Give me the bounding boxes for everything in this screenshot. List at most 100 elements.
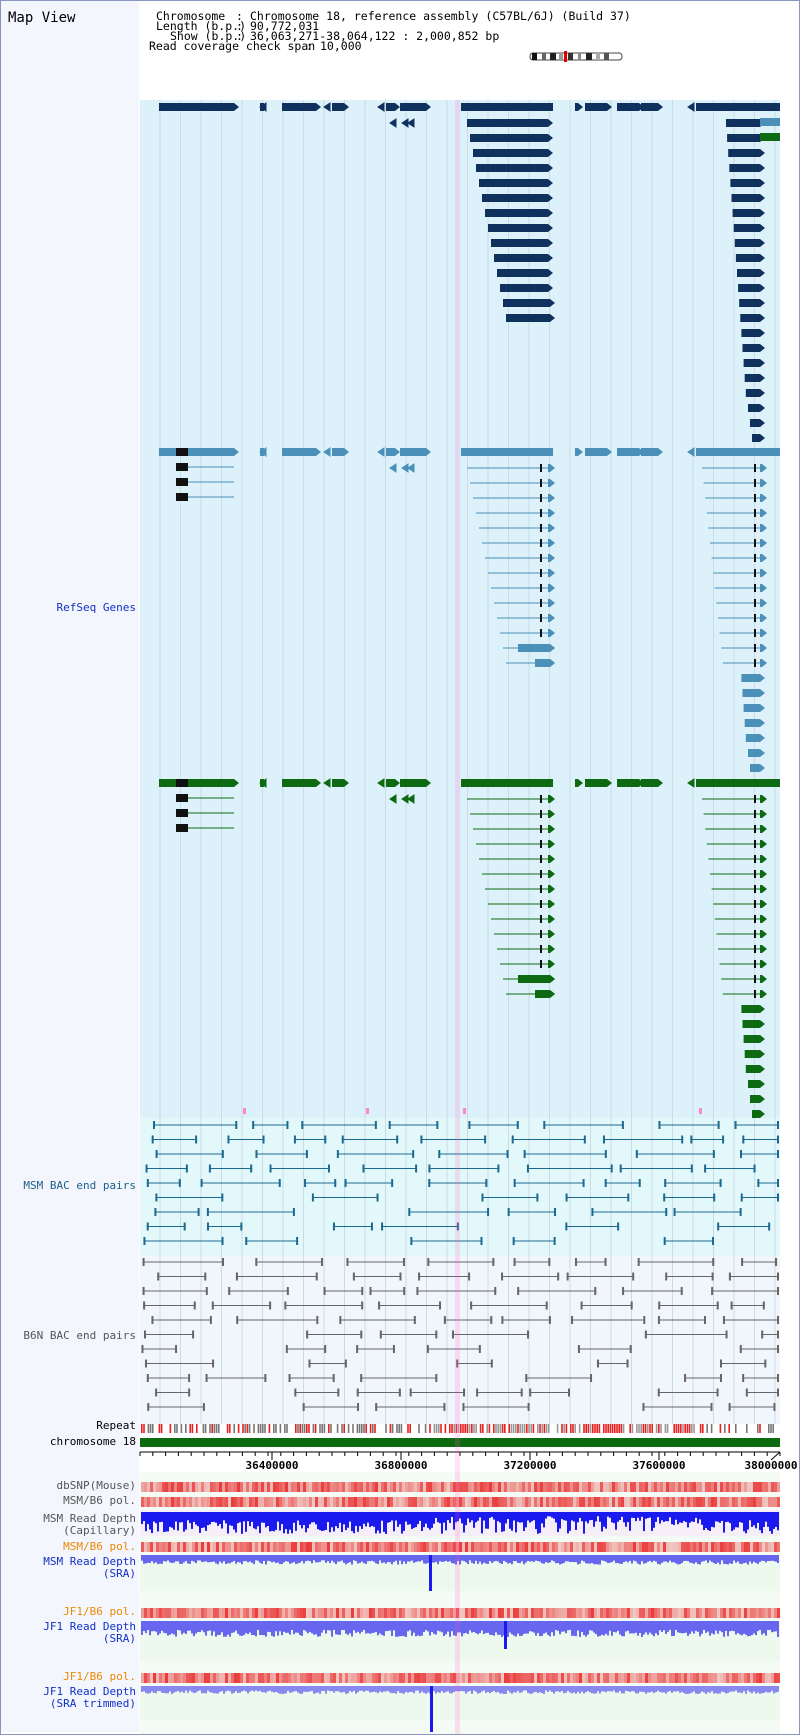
gene-block	[617, 448, 639, 456]
depth-bar	[211, 1555, 213, 1563]
depth-bar	[351, 1555, 353, 1565]
pol-cell	[162, 1482, 165, 1492]
depth-bar	[371, 1686, 373, 1693]
depth-bar	[517, 1621, 519, 1634]
repeat-mark	[226, 1424, 229, 1433]
msm-depth-sra-label[interactable]: MSM Read Depth (SRA)	[43, 1555, 136, 1580]
gene-arrow	[762, 795, 767, 803]
repeat-mark	[306, 1424, 308, 1433]
jf1-b6-pol-label[interactable]: JF1/B6 pol.	[63, 1605, 136, 1618]
gene-block	[740, 314, 760, 322]
pol-cell	[390, 1542, 393, 1552]
depth-bar	[231, 1621, 233, 1633]
repeat-mark	[585, 1424, 587, 1433]
depth-bar	[415, 1512, 417, 1528]
jf1-depth-trimmed-label[interactable]: JF1 Read Depth (SRA trimmed)	[43, 1685, 136, 1710]
msm-b6-pol-label[interactable]: MSM/B6 pol.	[63, 1494, 136, 1507]
depth-bar	[485, 1555, 487, 1564]
bac-end	[665, 1272, 668, 1281]
pol-cell	[243, 1608, 246, 1618]
repeat-mark	[141, 1424, 143, 1433]
depth-bar	[305, 1512, 307, 1533]
jf1-b6-pol-label-2[interactable]: JF1/B6 pol.	[63, 1670, 136, 1683]
pol-cell	[564, 1542, 567, 1552]
bac-end	[777, 1121, 779, 1129]
depth-bar	[619, 1512, 621, 1521]
depth-bar	[579, 1512, 581, 1518]
dbsnp-label[interactable]: dbSNP(Mouse)	[56, 1479, 136, 1492]
depth-bar	[339, 1621, 341, 1635]
depth-bar	[235, 1621, 237, 1631]
depth-bar	[611, 1621, 613, 1636]
repeat-mark	[710, 1424, 713, 1433]
gene-arrow	[548, 269, 553, 277]
bac-end	[604, 1179, 607, 1187]
msm-depth-capillary-label[interactable]: MSM Read Depth (Capillary)	[43, 1512, 136, 1537]
depth-bar	[665, 1512, 667, 1522]
depth-bar	[437, 1555, 439, 1565]
b6n-bac-label[interactable]: B6N BAC end pairs	[23, 1329, 136, 1342]
depth-bar	[359, 1621, 361, 1634]
jf1-depth-sra-label[interactable]: JF1 Read Depth (SRA)	[43, 1620, 136, 1645]
repeat-mark	[658, 1424, 660, 1433]
track-label-panel	[1, 1, 139, 1732]
repeat-mark	[598, 1424, 601, 1433]
bac-end	[627, 1193, 630, 1202]
msm-bac-label[interactable]: MSM BAC end pairs	[23, 1179, 136, 1192]
depth-bar	[723, 1621, 725, 1637]
pol-cell	[672, 1542, 675, 1552]
depth-bar	[717, 1686, 719, 1694]
depth-bar	[309, 1686, 311, 1692]
depth-bar	[299, 1512, 301, 1526]
pol-cell	[747, 1482, 750, 1492]
pol-cell	[480, 1542, 483, 1552]
gene-block	[494, 254, 548, 262]
depth-bar	[333, 1555, 335, 1563]
depth-bar	[411, 1512, 413, 1529]
gene-block	[741, 329, 760, 337]
depth-bar	[743, 1555, 745, 1564]
depth-bar	[471, 1621, 473, 1633]
depth-bar	[331, 1555, 333, 1561]
pol-cell	[234, 1542, 237, 1552]
depth-bar	[737, 1555, 739, 1562]
pol-cell	[327, 1497, 330, 1507]
pol-cell	[729, 1482, 732, 1492]
depth-spike	[430, 1686, 433, 1732]
pol-cell	[423, 1608, 426, 1618]
depth-bar	[397, 1512, 399, 1527]
msm-b6-pol-label-2[interactable]: MSM/B6 pol.	[63, 1540, 136, 1553]
repeat-mark	[246, 1424, 249, 1433]
depth-bar	[361, 1555, 363, 1562]
repeat-mark	[488, 1424, 491, 1433]
gene-block	[548, 614, 550, 622]
depth-bar	[407, 1686, 409, 1693]
gene-arrow	[550, 930, 555, 938]
depth-bar	[617, 1555, 619, 1564]
bac-end	[717, 1121, 720, 1129]
depth-bar	[425, 1621, 427, 1631]
refseq-genes-label[interactable]: RefSeq Genes	[56, 601, 136, 614]
chromosome-ideogram[interactable]	[528, 51, 628, 63]
pol-cell	[549, 1673, 552, 1683]
depth-bar	[219, 1555, 221, 1562]
pol-cell	[501, 1673, 504, 1683]
coverage-value: 10,000	[320, 39, 362, 53]
depth-bar	[505, 1512, 507, 1524]
pol-cell	[633, 1542, 636, 1552]
gene-block	[760, 584, 762, 592]
gene-arrow	[760, 179, 765, 187]
depth-bar	[641, 1555, 643, 1562]
gene-arrow	[550, 810, 555, 818]
pol-cell	[558, 1673, 561, 1683]
bac-end	[143, 1301, 146, 1310]
pol-cell	[351, 1482, 354, 1492]
depth-bar	[289, 1686, 291, 1693]
depth-bar	[755, 1555, 757, 1563]
depth-bar	[313, 1621, 315, 1635]
depth-bar	[339, 1555, 341, 1562]
depth-bar	[211, 1621, 213, 1636]
depth-bar	[257, 1512, 259, 1527]
pol-cell	[612, 1482, 615, 1492]
